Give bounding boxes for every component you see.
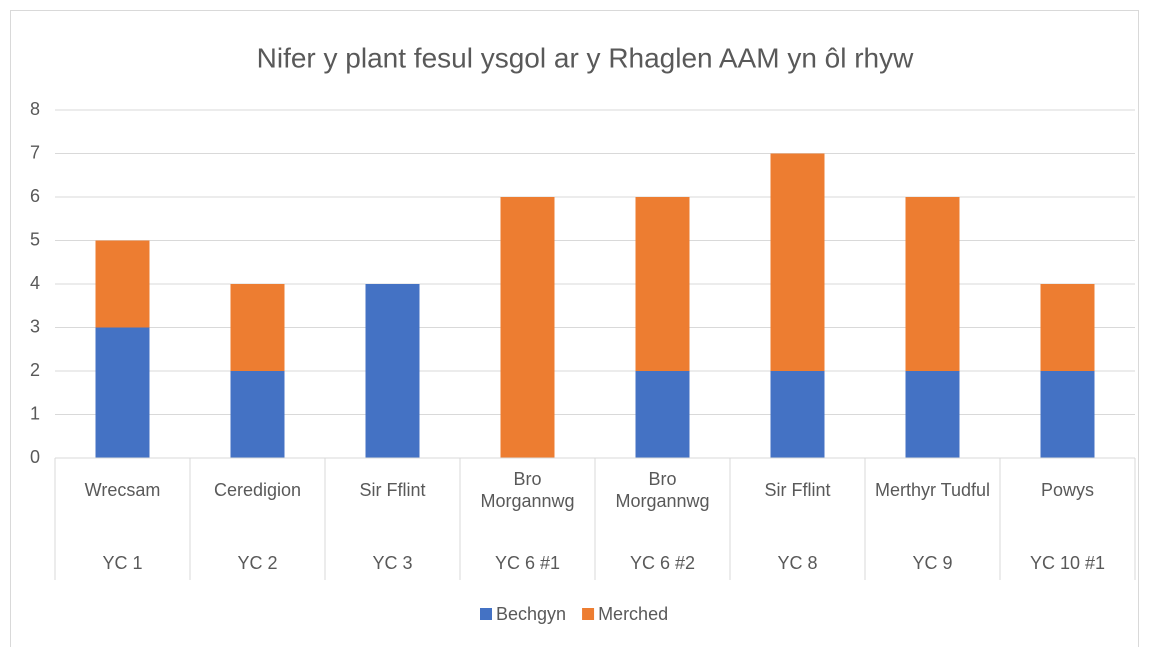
x-tick-label: Sir Fflint: [764, 480, 831, 500]
x-tick-label: Ceredigion: [213, 480, 302, 500]
bar-segment: [635, 371, 690, 458]
x-tick-label: Powys: [1040, 480, 1094, 500]
y-tick-label: 2: [30, 360, 40, 380]
x-group-label: YC 9: [912, 553, 953, 573]
x-group-label: YC 10 #1: [1029, 553, 1106, 573]
y-tick-label: 8: [30, 99, 40, 119]
legend-swatch: [480, 608, 492, 620]
bar-segment: [770, 371, 825, 458]
bar-segment: [230, 284, 285, 371]
bar-segment: [230, 371, 285, 458]
legend-label: Merched: [598, 604, 668, 624]
legend-label: Bechgyn: [496, 604, 566, 624]
y-tick-label: 0: [30, 447, 40, 467]
x-group-label: YC 2: [237, 553, 278, 573]
x-tick-label: Merthyr Tudful: [874, 480, 991, 500]
x-group-label: YC 1: [102, 553, 143, 573]
x-group-label: YC 6 #2: [629, 553, 696, 573]
bar-segment: [770, 153, 825, 371]
y-tick-label: 7: [30, 142, 40, 162]
bar-segment: [500, 197, 555, 458]
x-group-label: YC 8: [777, 553, 818, 573]
x-tick-label: Bro Morgannwg: [615, 469, 710, 511]
bar-segment: [635, 197, 690, 371]
x-tick-label: Bro Morgannwg: [480, 469, 575, 511]
bar-segment: [95, 327, 150, 458]
x-group-label: YC 6 #1: [494, 553, 561, 573]
x-tick-label: Sir Fflint: [359, 480, 426, 500]
bar-segment: [1040, 284, 1095, 371]
y-tick-label: 1: [30, 403, 40, 423]
x-group-label: YC 3: [372, 553, 413, 573]
y-tick-label: 6: [30, 186, 40, 206]
legend-swatch: [582, 608, 595, 620]
y-tick-label: 3: [30, 316, 40, 336]
bar-segment: [905, 371, 960, 458]
bar-segment: [1040, 371, 1095, 458]
chart-frame: [10, 10, 1139, 647]
bar-segment: [905, 197, 960, 371]
chart-title: Nifer y plant fesul ysgol ar y Rhaglen A…: [257, 42, 915, 73]
x-tick-label: Wrecsam: [84, 480, 161, 500]
bar-segment: [365, 284, 420, 458]
y-tick-label: 5: [30, 229, 40, 249]
y-tick-label: 4: [30, 273, 40, 293]
bar-segment: [95, 240, 150, 328]
